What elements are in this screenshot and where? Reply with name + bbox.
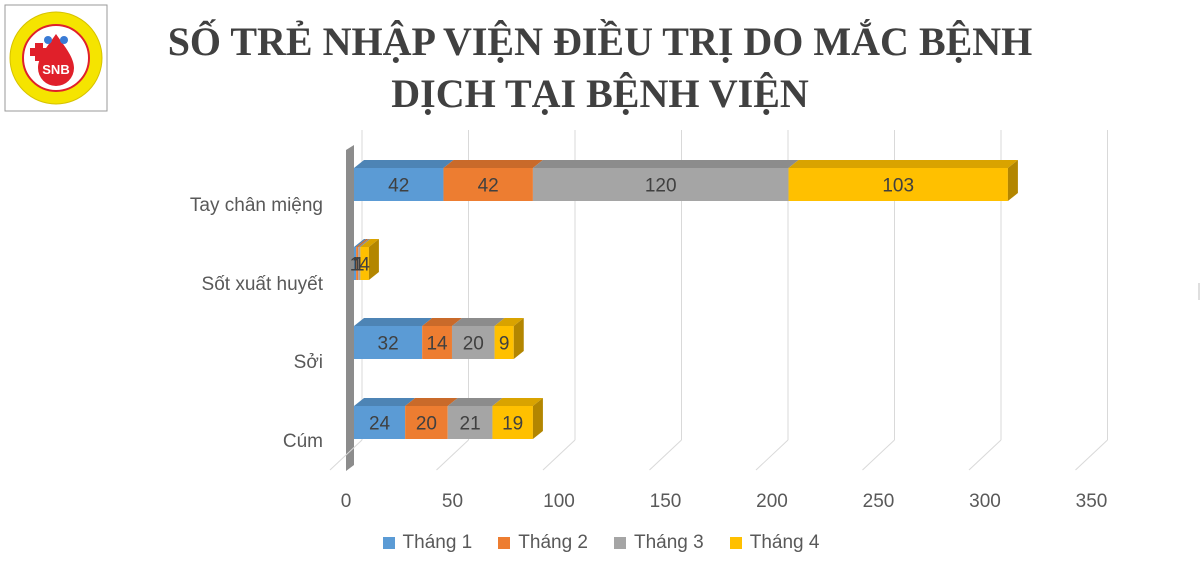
bar-segment	[788, 168, 1008, 201]
legend-label-thang-1: Tháng 1	[402, 532, 473, 553]
legend-item-thang-1: Tháng 1	[382, 532, 473, 554]
chart-title-line-1: SỐ TRẺ NHẬP VIỆN ĐIỀU TRỊ DO MẮC BỆNH	[167, 19, 1033, 64]
x-tick-label: 200	[756, 491, 788, 512]
legend-label-thang-2: Tháng 2	[518, 532, 588, 553]
bar-top-face	[405, 398, 458, 406]
bar-value-label: 42	[388, 176, 409, 197]
legend-item-thang-3: Tháng 3	[614, 532, 704, 554]
bar-segment	[360, 247, 369, 280]
bar-top-face	[358, 239, 371, 247]
gridline-floor	[649, 439, 682, 471]
legend-swatch-thang-1	[382, 537, 395, 549]
x-tick-label: 50	[442, 491, 463, 512]
bar-side-face	[1007, 160, 1018, 201]
bar-value-label: 120	[645, 176, 677, 197]
gridline-floor	[755, 439, 789, 471]
bar-top-face	[788, 160, 1018, 168]
bar-top-face	[356, 239, 369, 247]
bar-value-label: 1	[350, 255, 361, 276]
bar-value-label: 42	[478, 176, 499, 197]
bar-value-label: 20	[463, 334, 484, 355]
chart-title-line-2: DỊCH TẠI BỆNH VIỆN	[391, 71, 809, 116]
category-label: Sởi	[294, 352, 323, 373]
bar-top-face	[532, 160, 799, 168]
bar-value-label: 21	[460, 414, 481, 435]
bar-value-label: 1	[354, 255, 365, 276]
bar-top-face	[447, 398, 503, 406]
legend-item-thang-2: Tháng 2	[498, 532, 588, 554]
bar-top-face	[354, 398, 416, 406]
bar-value-label: 20	[416, 414, 437, 435]
bar-top-face	[494, 318, 524, 326]
bar-segment	[354, 168, 444, 201]
bar-segment	[443, 168, 533, 201]
bar-top-face	[422, 318, 462, 326]
bar-side-face	[368, 239, 379, 280]
bar-value-label: 1	[352, 255, 363, 276]
bar-segment	[451, 326, 495, 359]
logo-text: SNB	[42, 62, 69, 77]
bar-segment	[354, 247, 357, 280]
bar-segment	[354, 326, 423, 359]
gridline-floor	[436, 439, 469, 471]
gridline-floor	[542, 439, 576, 471]
gridline-floor	[968, 439, 1002, 471]
bar-segment	[422, 326, 452, 359]
bar-value-label: 19	[502, 414, 523, 435]
bar-side-face	[532, 398, 543, 439]
category-label: Sốt xuất huyết	[202, 274, 324, 295]
x-tick-label: 300	[969, 491, 1001, 512]
bar-segment	[354, 406, 406, 439]
bar-top-face	[354, 239, 367, 247]
legend-item-thang-4: Tháng 4	[729, 532, 820, 554]
bar-top-face	[451, 318, 505, 326]
bar-top-face	[443, 160, 543, 168]
category-label: Tay chân miệng	[190, 195, 323, 216]
x-tick-label: 0	[341, 491, 352, 512]
bar-value-label: 4	[359, 255, 370, 276]
hospital-logo: SNB	[4, 4, 108, 112]
bar-segment	[447, 406, 493, 439]
x-tick-label: 150	[650, 491, 682, 512]
bar-segment	[492, 406, 533, 439]
x-tick-label: 350	[1076, 491, 1108, 512]
bar-value-label: 14	[426, 334, 448, 355]
bar-value-label: 32	[378, 334, 399, 355]
bar-top-face	[354, 318, 433, 326]
bar-segment	[358, 247, 361, 280]
gridline-floor	[862, 439, 895, 471]
gridline-floor	[329, 439, 363, 471]
legend-swatch-thang-2	[498, 537, 511, 549]
bar-value-label: 103	[882, 176, 914, 197]
x-tick-label: 250	[863, 491, 895, 512]
bar-segment	[532, 168, 789, 201]
bar-segment	[405, 406, 448, 439]
legend-label-thang-4: Tháng 4	[749, 532, 820, 553]
gridline-floor	[1075, 439, 1108, 471]
bar-value-label: 9	[499, 334, 510, 355]
category-label: Cúm	[283, 431, 323, 452]
chart-legend: Tháng 1 Tháng 2 Tháng 3 Tháng 4	[0, 532, 1202, 554]
bar-side-face	[513, 318, 524, 359]
bar-value-label: 24	[369, 414, 391, 435]
legend-swatch-thang-3	[614, 537, 626, 549]
bar-top-face	[354, 160, 454, 168]
x-tick-label: 100	[543, 491, 575, 512]
axis-wall	[346, 145, 354, 471]
legend-label-thang-3: Tháng 3	[634, 532, 704, 553]
bar-segment	[494, 326, 514, 359]
bar-top-face	[360, 239, 379, 247]
legend-swatch-thang-4	[729, 537, 742, 549]
bar-segment	[356, 247, 359, 280]
bar-top-face	[492, 398, 543, 406]
